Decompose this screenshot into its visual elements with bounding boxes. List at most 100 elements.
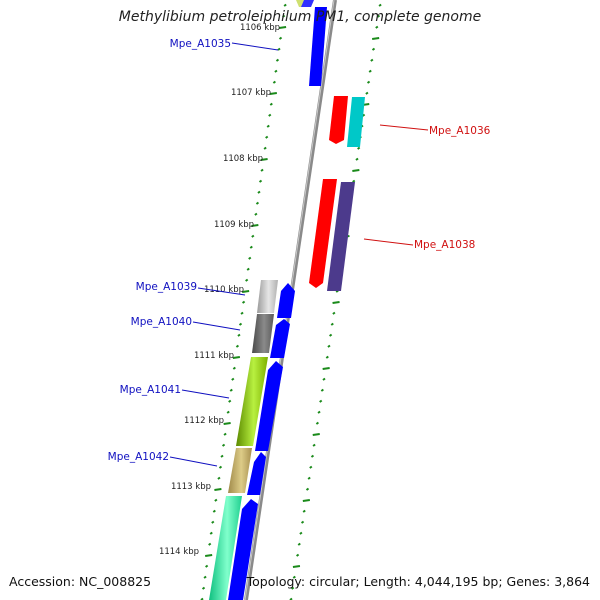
minor-tick — [201, 586, 206, 590]
gene-mpe-a1043-arrow[interactable] — [228, 499, 258, 600]
kbp-label: 1108 kbp — [223, 154, 263, 164]
minor-tick — [296, 553, 300, 557]
gene-label-mpe-a1036[interactable]: Mpe_A1036 — [429, 125, 491, 137]
gene-mpe-a1043[interactable] — [209, 496, 242, 600]
major-tick — [302, 499, 310, 502]
minor-tick — [332, 311, 336, 315]
minor-tick — [237, 333, 241, 337]
major-tick — [278, 26, 287, 29]
major-tick — [205, 554, 213, 557]
minor-tick — [278, 36, 283, 40]
minor-tick — [312, 443, 316, 447]
leader-mpe-a1040 — [192, 321, 241, 331]
kbp-label: 1107 kbp — [231, 88, 271, 98]
minor-tick — [245, 278, 249, 282]
accession-text: Accession: NC_008825 — [9, 574, 152, 589]
outer-tick-track — [289, 3, 382, 600]
minor-tick — [223, 432, 227, 436]
minor-tick — [263, 146, 267, 150]
minor-tick — [322, 377, 326, 381]
minor-tick — [368, 69, 372, 73]
minor-tick — [315, 421, 319, 425]
gene-mpe-a1037[interactable] — [347, 97, 365, 147]
minor-tick — [352, 179, 356, 183]
major-tick — [332, 301, 340, 304]
major-tick — [269, 92, 277, 95]
gene-label-mpe-a1038[interactable]: Mpe_A1038 — [414, 239, 475, 251]
gene-mpe-a1038a[interactable] — [309, 179, 337, 288]
minor-tick — [376, 14, 381, 18]
kbp-label: 1112 kbp — [184, 416, 224, 426]
kbp-label: 1110 kbp — [204, 285, 244, 295]
minor-tick — [231, 377, 235, 381]
minor-tick — [221, 443, 226, 447]
major-tick — [223, 422, 231, 425]
minor-tick — [302, 509, 306, 513]
gene-mpe-a1035-fragment[interactable] — [301, 0, 314, 7]
major-tick — [260, 158, 268, 161]
genome-summary-text: Topology: circular; Length: 4,044,195 bp… — [246, 574, 590, 589]
major-tick — [372, 37, 380, 40]
gene-label-mpe-a1039[interactable]: Mpe_A1039 — [136, 281, 197, 293]
minor-tick — [254, 212, 258, 216]
minor-tick — [269, 102, 273, 106]
gene-label-mpe-a1041[interactable]: Mpe_A1041 — [120, 384, 181, 396]
gene-mpe-a1042-arrow[interactable] — [247, 452, 266, 495]
leader-mpe-a1039 — [197, 287, 246, 296]
minor-tick — [220, 454, 224, 458]
leader-mpe-a1041 — [181, 389, 230, 399]
minor-tick — [251, 234, 255, 238]
minor-tick — [228, 399, 232, 403]
minor-tick — [268, 113, 272, 117]
major-tick — [292, 565, 301, 568]
minor-tick — [274, 69, 278, 73]
gene-mpe-a1039-arrow[interactable] — [277, 283, 295, 318]
gene-mpe-a1035[interactable] — [309, 7, 327, 86]
kbp-label: 1113 kbp — [171, 482, 211, 492]
minor-tick — [319, 399, 323, 403]
gene-mpe-a1039[interactable] — [257, 280, 278, 313]
minor-tick — [370, 58, 374, 62]
minor-tick — [266, 124, 270, 128]
gene-mpe-a1041[interactable] — [236, 357, 268, 446]
minor-tick — [238, 322, 243, 326]
gene-mpe-a1036[interactable] — [329, 96, 348, 144]
major-tick — [214, 488, 222, 491]
gene-label-mpe-a1035[interactable]: Mpe_A1035 — [170, 38, 231, 50]
gene-label-mpe-a1042[interactable]: Mpe_A1042 — [108, 451, 169, 463]
major-tick — [312, 433, 320, 436]
gene-label-mpe-a1040[interactable]: Mpe_A1040 — [131, 316, 192, 328]
gene-mpe-a1042[interactable] — [228, 448, 252, 493]
minor-tick — [212, 509, 216, 513]
forward-genes — [209, 0, 327, 600]
minor-tick — [246, 267, 250, 271]
minor-tick — [209, 531, 213, 535]
minor-tick — [371, 47, 376, 51]
gene-mpe-a1040-arrow[interactable] — [270, 319, 290, 358]
minor-tick — [305, 487, 310, 491]
minor-tick — [309, 465, 313, 469]
kbp-label: 1114 kbp — [159, 547, 199, 557]
minor-tick — [310, 454, 315, 458]
gene-mpe-a1041-arrow[interactable] — [255, 361, 283, 451]
minor-tick — [260, 168, 264, 172]
minor-tick — [307, 476, 311, 480]
inner-tick-track — [200, 3, 287, 600]
minor-tick — [378, 3, 382, 7]
minor-tick — [258, 179, 263, 183]
minor-tick — [299, 531, 303, 535]
gene-mpe-a1040[interactable] — [252, 314, 274, 353]
minor-tick — [330, 322, 334, 326]
minor-tick — [320, 388, 324, 392]
gene-mpe-a1038b[interactable] — [327, 182, 355, 291]
minor-tick — [208, 542, 212, 546]
kbp-label: 1109 kbp — [214, 220, 254, 230]
minor-tick — [229, 388, 233, 392]
minor-tick — [241, 300, 246, 304]
minor-tick — [357, 146, 361, 150]
kbp-scale-labels: 1106 kbp 1107 kbp 1108 kbp 1109 kbp 1110… — [159, 23, 280, 557]
minor-tick — [375, 25, 379, 29]
minor-tick — [205, 564, 209, 568]
minor-tick — [355, 157, 359, 161]
